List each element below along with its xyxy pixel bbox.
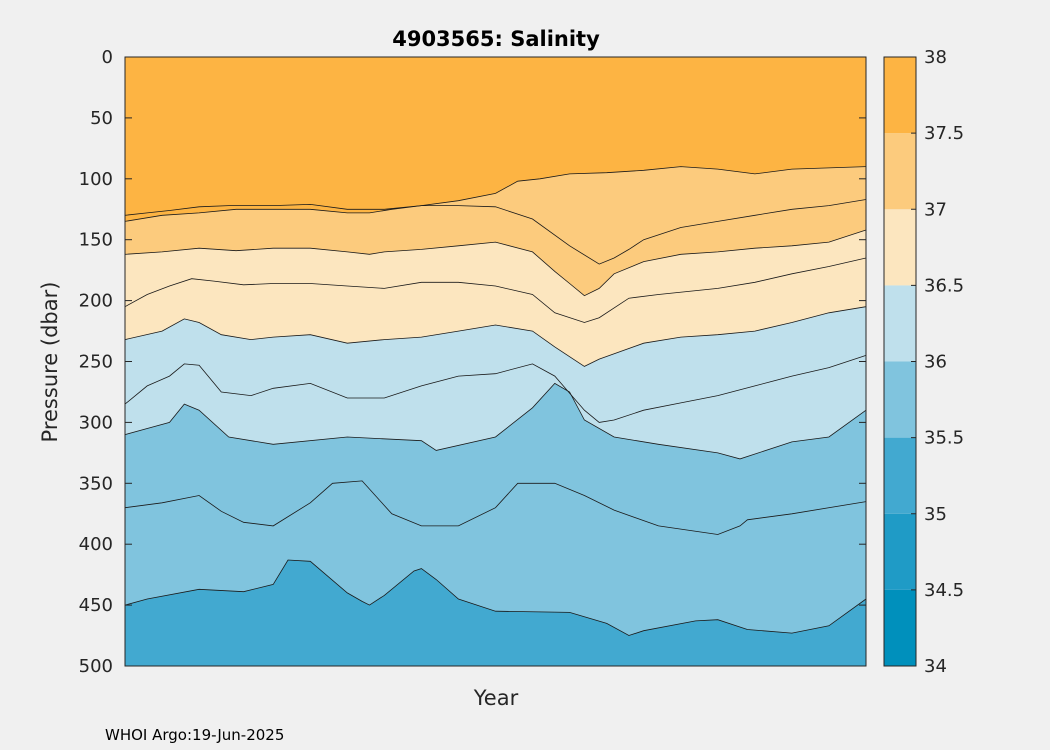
contour-line bbox=[124, 382, 867, 460]
contour-line bbox=[124, 480, 867, 535]
colorbar-tick-label: 35.5 bbox=[924, 428, 964, 449]
contour-line bbox=[124, 199, 867, 265]
colorbar-swatch bbox=[884, 513, 916, 590]
colorbar-swatch bbox=[884, 361, 916, 438]
colorbar-swatch bbox=[884, 437, 916, 514]
y-tick-label: 100 bbox=[79, 169, 113, 190]
y-tick-label: 500 bbox=[79, 656, 113, 677]
colorbar: 34 34.5 35 35.5 36 36.5 37 37.5 38 bbox=[883, 47, 964, 677]
colorbar-tick-label: 34.5 bbox=[924, 580, 964, 601]
footer-credit: WHOI Argo:19-Jun-2025 bbox=[105, 726, 284, 744]
colorbar-tick-label: 37.5 bbox=[924, 123, 964, 144]
colorbar-tick-label: 35 bbox=[924, 504, 947, 525]
chart-title: 4903565: Salinity bbox=[392, 27, 600, 51]
contour-line bbox=[124, 355, 867, 423]
y-tick-label: 300 bbox=[79, 412, 113, 433]
contour-line bbox=[124, 306, 867, 367]
contour-plot-area bbox=[124, 56, 867, 667]
colorbar-swatch bbox=[884, 57, 916, 134]
y-tick-label: 150 bbox=[79, 230, 113, 251]
y-axis-label: Pressure (dbar) bbox=[38, 282, 62, 443]
colorbar-tick-label: 34 bbox=[924, 656, 947, 677]
contour-line bbox=[124, 166, 867, 222]
y-tick-label: 250 bbox=[79, 352, 113, 373]
contour-line bbox=[124, 559, 867, 636]
colorbar-tick-label: 36 bbox=[924, 352, 947, 373]
contour-line bbox=[124, 257, 867, 323]
colorbar-tick-label: 37 bbox=[924, 199, 947, 220]
y-tick-label: 450 bbox=[79, 595, 113, 616]
x-axis-label: Year bbox=[473, 686, 519, 710]
y-tick-label: 0 bbox=[102, 47, 113, 68]
y-tick-label: 50 bbox=[90, 108, 113, 129]
y-tick-label: 400 bbox=[79, 534, 113, 555]
colorbar-tick-label: 38 bbox=[924, 47, 947, 68]
colorbar-swatch bbox=[884, 133, 916, 210]
colorbar-swatch bbox=[884, 209, 916, 286]
colorbar-swatch bbox=[884, 285, 916, 362]
contour-line bbox=[124, 229, 867, 297]
y-axis: 0 50 100 150 200 250 300 350 400 450 500 bbox=[79, 47, 866, 677]
y-tick-label: 200 bbox=[79, 291, 113, 312]
contour-band bbox=[125, 57, 866, 222]
y-tick-label: 350 bbox=[79, 473, 113, 494]
colorbar-swatch bbox=[884, 589, 916, 666]
colorbar-tick-label: 36.5 bbox=[924, 275, 964, 296]
